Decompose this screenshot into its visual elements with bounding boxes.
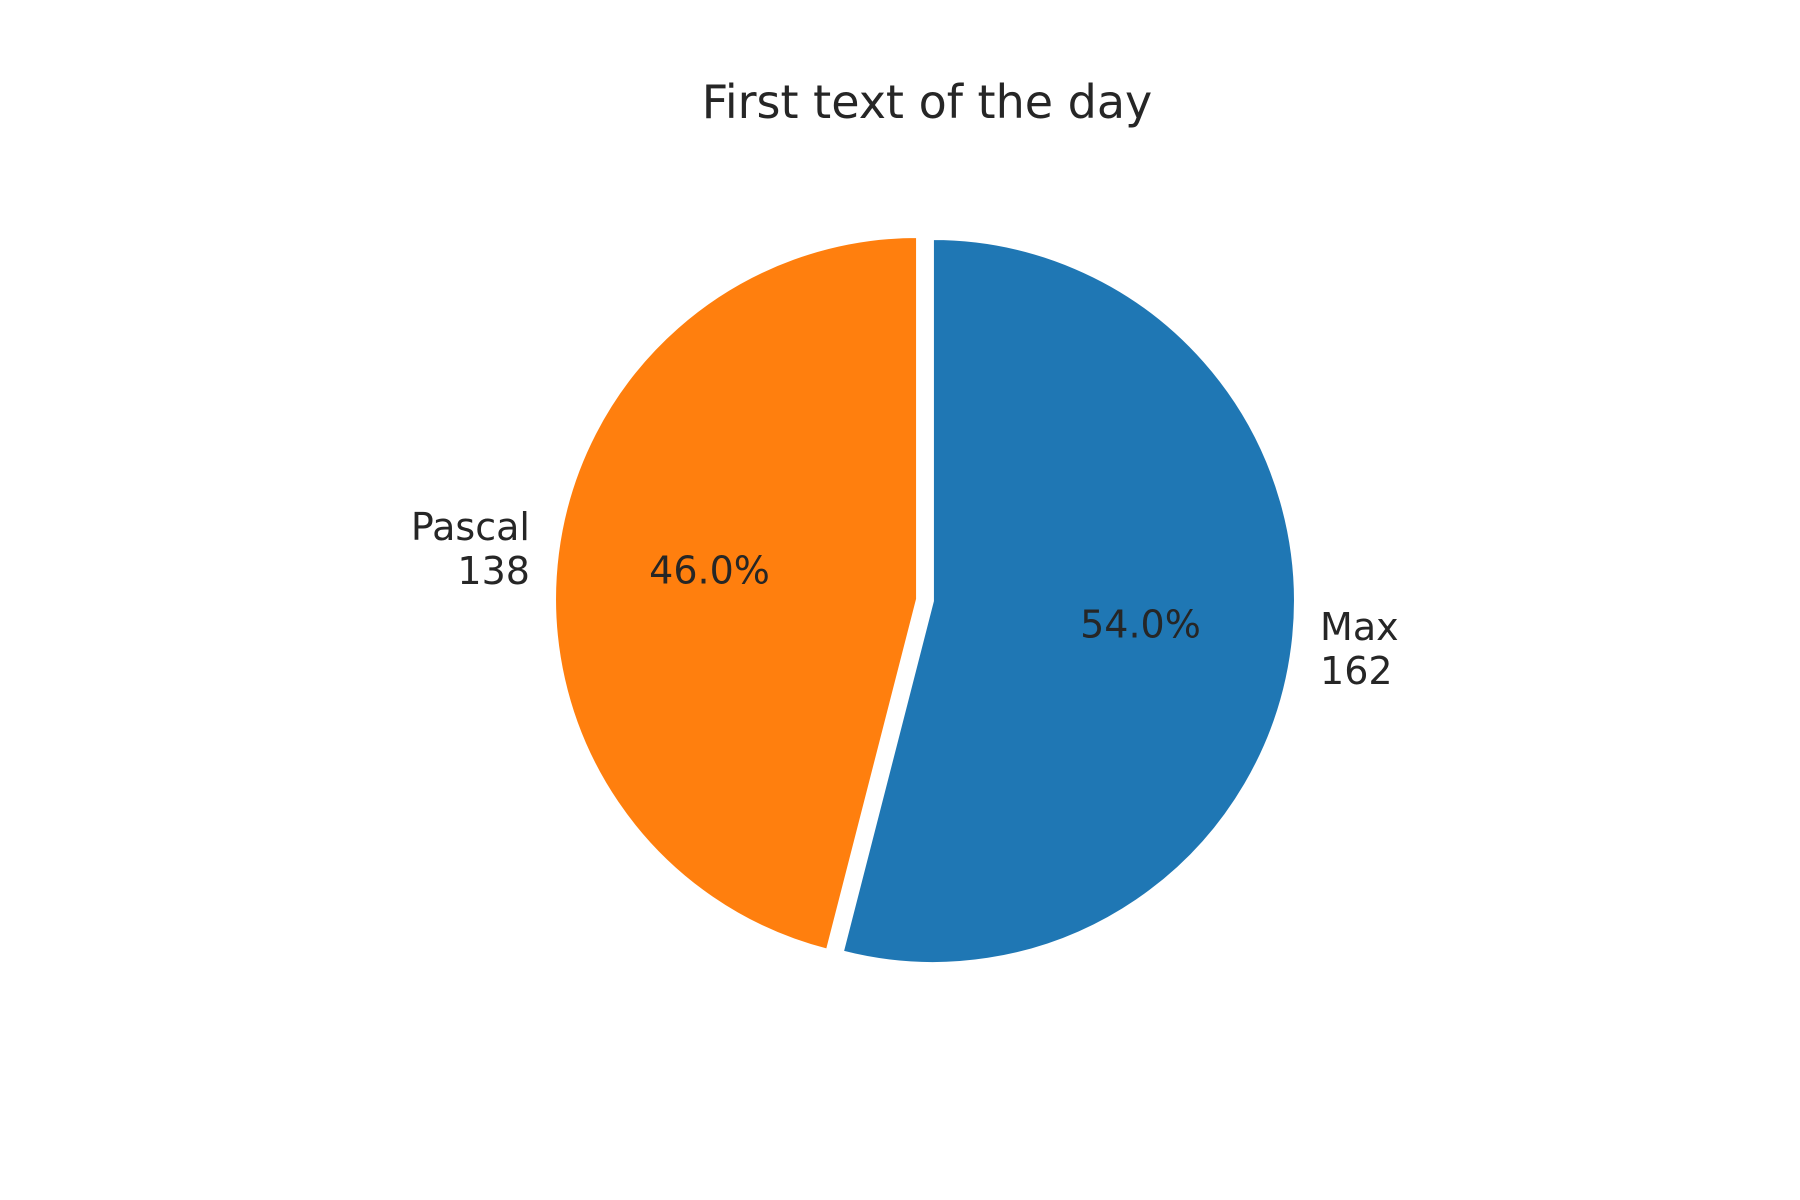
slice-label-pascal: Pascal 138 [411, 505, 530, 593]
slice-label-value: 138 [457, 549, 530, 593]
pct-label-max: 54.0% [1080, 603, 1201, 647]
slice-label-max: Max 162 [1320, 605, 1399, 693]
slice-label-value: 162 [1320, 649, 1393, 693]
slice-label-name: Max [1320, 605, 1399, 649]
pie-slices [554, 235, 1296, 964]
slice-label-name: Pascal [411, 505, 530, 549]
pie-slice-max [841, 238, 1296, 964]
pie-labels: 54.0% Max 162 46.0% Pascal 138 [411, 505, 1399, 693]
chart-title: First text of the day [702, 75, 1153, 129]
pct-label-pascal: 46.0% [649, 548, 770, 592]
pie-slice-pascal [554, 235, 919, 951]
